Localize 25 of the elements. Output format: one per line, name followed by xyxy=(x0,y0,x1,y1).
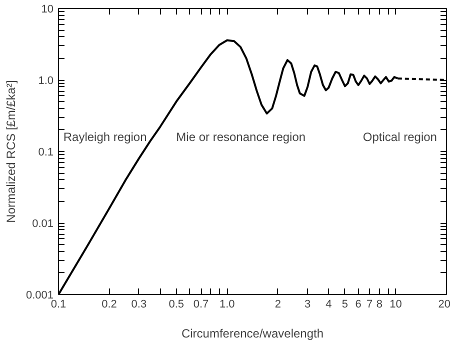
y-tick-label: 0.001 xyxy=(26,290,54,302)
x-tick-label: 1.0 xyxy=(219,298,235,310)
x-tick-label: 10 xyxy=(390,298,402,310)
x-tick-label: 20 xyxy=(438,298,450,310)
y-tick-label: 1.0 xyxy=(38,75,54,87)
x-tick-label: 4 xyxy=(326,298,332,310)
x-tick-label: 0.1 xyxy=(50,298,66,310)
y-tick-label: 10 xyxy=(41,4,54,16)
x-tick-label: 0.7 xyxy=(193,298,209,310)
annotation: Rayleigh region xyxy=(63,130,147,144)
x-tick-label: 0.2 xyxy=(102,298,117,310)
x-tick-label: 6 xyxy=(355,298,362,310)
x-tick-label: 0.3 xyxy=(131,298,147,310)
y-tick-label: 0.1 xyxy=(38,146,54,158)
x-tick-label: 2 xyxy=(274,298,281,310)
x-tick-label: 5 xyxy=(342,298,348,310)
x-tick-label: 7 xyxy=(366,298,373,310)
annotation: Mie or resonance region xyxy=(176,130,306,144)
y-axis-title: Normalized RCS [£m/£ka²] xyxy=(4,80,18,223)
x-tick-label: 3 xyxy=(304,298,311,310)
y-tick-label: 0.01 xyxy=(32,218,54,230)
annotation: Optical region xyxy=(362,130,437,144)
x-tick-label: 0.5 xyxy=(168,298,184,310)
x-tick-label: 8 xyxy=(376,298,382,310)
x-axis-title: Circumference/wavelength xyxy=(181,326,324,340)
